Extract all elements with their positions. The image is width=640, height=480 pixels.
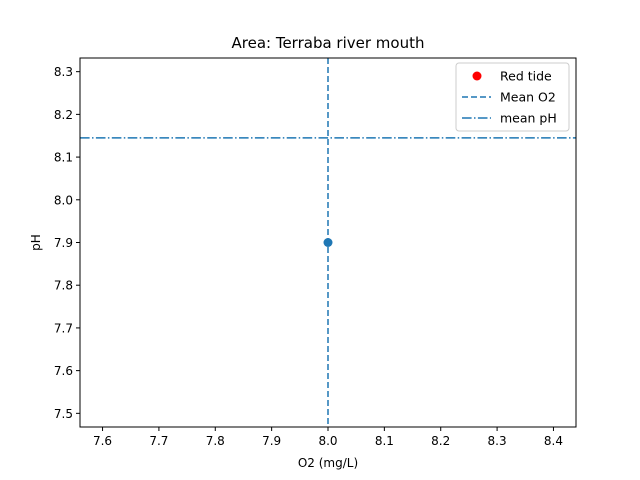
y-axis-label: pH xyxy=(29,234,43,251)
x-tick-label: 8.0 xyxy=(318,434,337,448)
y-tick-label: 7.7 xyxy=(54,321,73,335)
legend-label: Red tide xyxy=(500,69,552,84)
x-tick-label: 7.9 xyxy=(262,434,281,448)
y-tick-label: 7.9 xyxy=(54,236,73,250)
y-tick-label: 8.1 xyxy=(54,151,73,165)
x-tick-label: 7.7 xyxy=(149,434,168,448)
legend-marker-red-tide xyxy=(472,71,482,81)
x-tick-label: 8.1 xyxy=(375,434,394,448)
x-tick-label: 8.3 xyxy=(488,434,507,448)
y-tick-label: 8.0 xyxy=(54,193,73,207)
x-tick-label: 7.6 xyxy=(93,434,112,448)
y-tick-label: 7.8 xyxy=(54,279,73,293)
x-axis-label: O2 (mg/L) xyxy=(298,456,358,470)
y-tick-label: 8.3 xyxy=(54,65,73,79)
x-tick-label: 7.8 xyxy=(206,434,225,448)
legend-label: mean pH xyxy=(500,111,557,126)
data-point xyxy=(323,238,333,247)
y-tick-label: 7.6 xyxy=(54,364,73,378)
legend-label: Mean O2 xyxy=(500,90,556,105)
y-tick-label: 7.5 xyxy=(54,407,73,421)
legend-box xyxy=(455,62,570,132)
x-tick-label: 8.4 xyxy=(544,434,563,448)
x-tick-label: 8.2 xyxy=(431,434,450,448)
chart-title: Area: Terraba river mouth xyxy=(232,34,425,52)
y-tick-label: 8.2 xyxy=(54,108,73,122)
